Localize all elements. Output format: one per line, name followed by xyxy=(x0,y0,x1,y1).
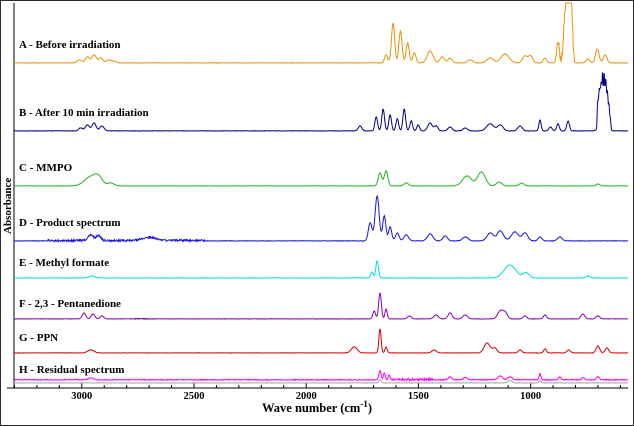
x-axis-title: Wave number (cm-1) xyxy=(1,399,633,416)
x-tick-label-3000: 3000 xyxy=(71,391,93,402)
series-label-f: F - 2,3 - Pentanedione xyxy=(19,298,121,310)
x-axis-title-superscript: -1 xyxy=(360,399,368,409)
series-label-a: A - Before irradiation xyxy=(19,39,121,51)
x-axis-title-text: Wave number (cm xyxy=(261,401,361,416)
series-label-h: H - Residual spectrum xyxy=(19,364,125,376)
spectrum-D xyxy=(13,194,629,244)
spectrum-G xyxy=(13,328,629,354)
spectrum-F xyxy=(13,292,629,321)
x-tick-label-2000: 2000 xyxy=(295,391,317,402)
spectrum-H2 xyxy=(13,379,629,384)
spectrum-C xyxy=(13,169,628,187)
series-label-d: D - Product spectrum xyxy=(19,217,121,229)
x-axis-title-close: ) xyxy=(367,401,373,416)
y-axis-title: Absorbance xyxy=(2,177,14,234)
spectrum-B xyxy=(13,72,629,132)
spectrum-A xyxy=(13,2,629,64)
spectrum-H xyxy=(14,369,629,383)
x-tick-label-1000: 1000 xyxy=(520,391,542,402)
series-label-g: G - PPN xyxy=(19,332,59,344)
series-label-c: C - MMPO xyxy=(19,162,73,174)
series-label-e: E - Methyl formate xyxy=(19,257,110,269)
series-label-b: B - After 10 min irradiation xyxy=(19,107,149,119)
x-tick-label-1500: 1500 xyxy=(407,391,429,402)
spectrum-E xyxy=(13,260,629,279)
x-tick-label-2500: 2500 xyxy=(183,391,205,402)
